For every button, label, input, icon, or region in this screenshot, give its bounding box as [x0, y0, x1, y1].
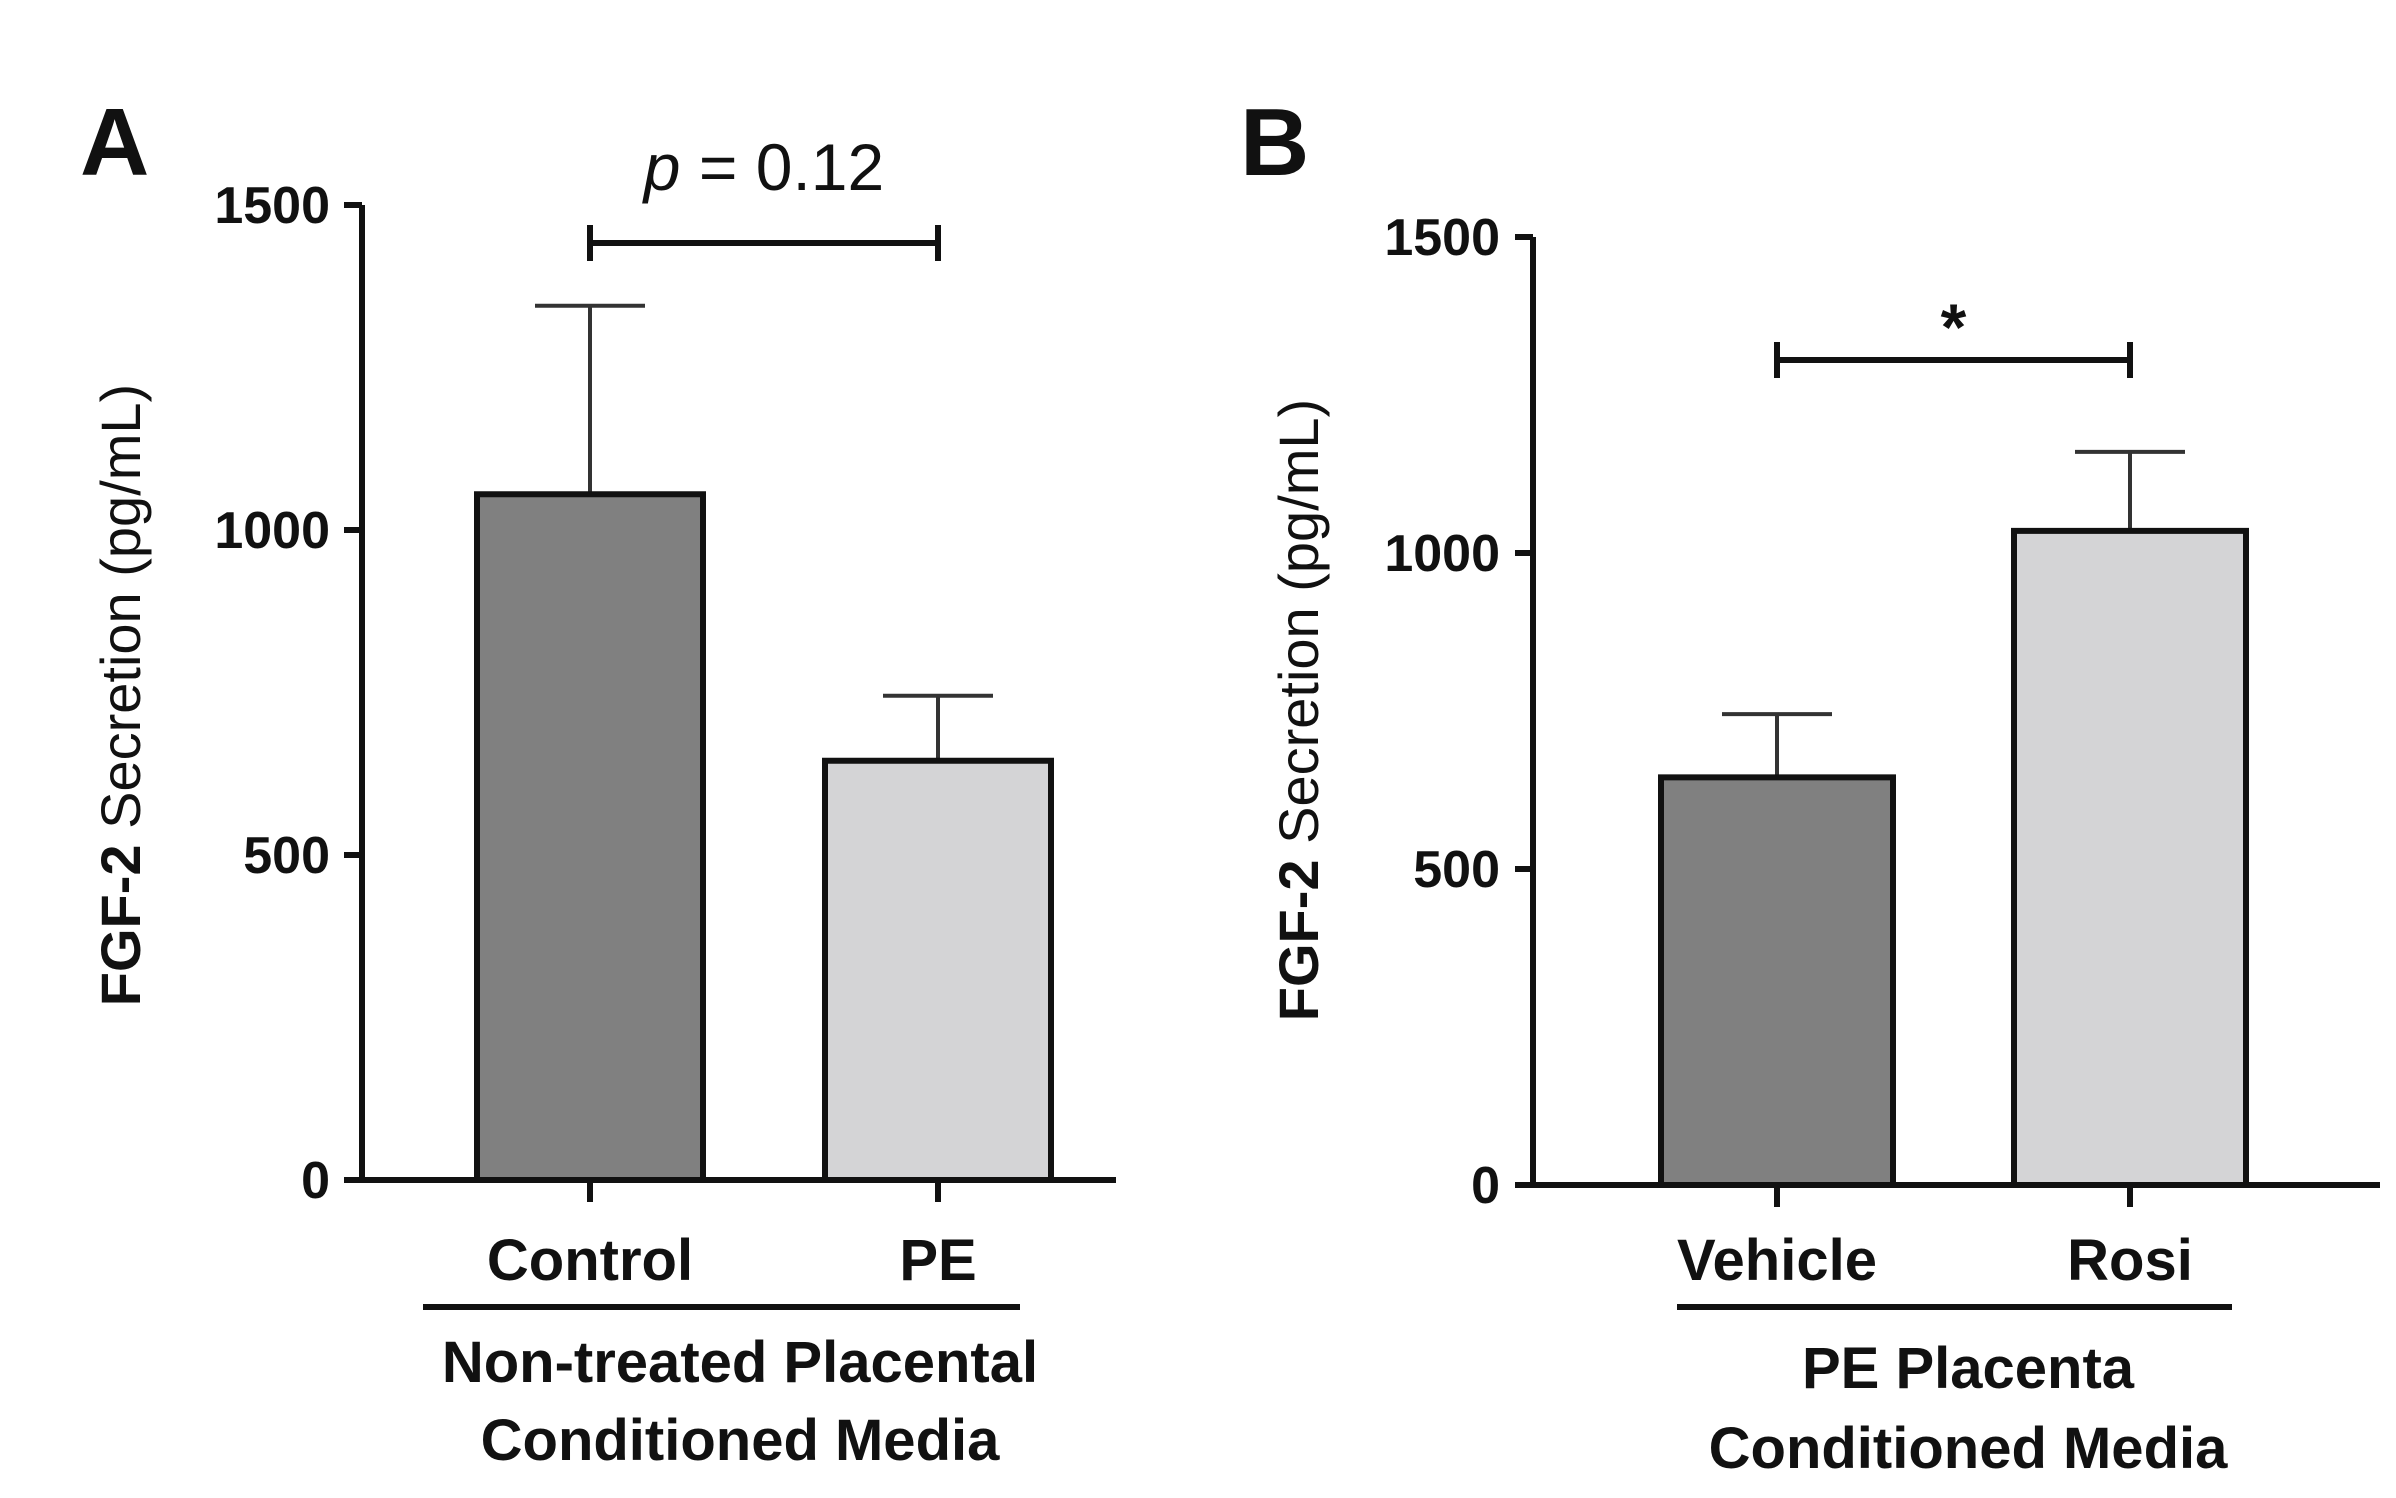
panel-a-y-axis-title: FGF-2 Secretion (pg/mL) — [89, 384, 152, 1006]
bar — [822, 757, 1054, 1183]
panel-a-category-label: Control — [487, 1228, 693, 1293]
bar — [2011, 527, 2249, 1188]
panel-b-y-axis-title-bold: FGF-2 — [1267, 859, 1330, 1021]
y-tick-label: 0 — [301, 1152, 330, 1210]
panel-b-letter: B — [1240, 89, 1309, 196]
panel-a-letter: A — [80, 89, 149, 196]
panel-a-y-axis-title-rest: Secretion (pg/mL) — [89, 384, 152, 845]
panel-b-group-label-line2: Conditioned Media — [1709, 1416, 2228, 1481]
significance-label-italic: p — [642, 130, 681, 204]
significance-label: p = 0.12 — [642, 130, 884, 204]
panel-b-y-axis-title-rest: Secretion (pg/mL) — [1267, 399, 1330, 860]
panel-b-y-axis-title: FGF-2 Secretion (pg/mL) — [1267, 399, 1330, 1021]
significance-label-text: * — [1941, 290, 1967, 364]
panel-a: A FGF-2 Secretion (pg/mL) 0 500 1000 1500 p… — [80, 89, 1116, 1473]
significance-label: * — [1941, 290, 1967, 364]
panel-a-group-label-line2: Conditioned Media — [481, 1408, 1000, 1473]
y-tick-label: 0 — [1471, 1157, 1500, 1215]
panel-a-category-label: PE — [899, 1228, 976, 1293]
y-tick-label: 1500 — [214, 177, 330, 235]
bar — [1658, 774, 1896, 1188]
panel-a-group-label-line1: Non-treated Placental — [442, 1330, 1038, 1395]
y-tick-label: 500 — [243, 827, 330, 885]
y-tick-label: 1000 — [214, 502, 330, 560]
y-tick-label: 500 — [1413, 841, 1500, 899]
bar — [474, 491, 706, 1183]
panel-a-significance: p = 0.12 — [587, 130, 941, 261]
panel-a-bars — [474, 303, 1054, 1202]
significance-label-text: = 0.12 — [681, 130, 885, 204]
panel-b-group-label-line1: PE Placenta — [1802, 1336, 2135, 1401]
panel-a-y-axis-title-bold: FGF-2 — [89, 844, 152, 1006]
panel-b-y-ticks: 0 500 1000 1500 — [1384, 209, 1533, 1215]
panel-b: B FGF-2 Secretion (pg/mL) 0 500 1000 1500 *… — [1240, 89, 2380, 1481]
panel-b-category-label: Vehicle — [1677, 1228, 1877, 1293]
panel-b-bars — [1658, 449, 2249, 1207]
panel-b-significance: * — [1774, 290, 2133, 378]
panel-a-y-ticks: 0 500 1000 1500 — [214, 177, 362, 1210]
panel-b-category-label: Rosi — [2067, 1228, 2193, 1293]
y-tick-label: 1500 — [1384, 209, 1500, 267]
y-tick-label: 1000 — [1384, 525, 1500, 583]
